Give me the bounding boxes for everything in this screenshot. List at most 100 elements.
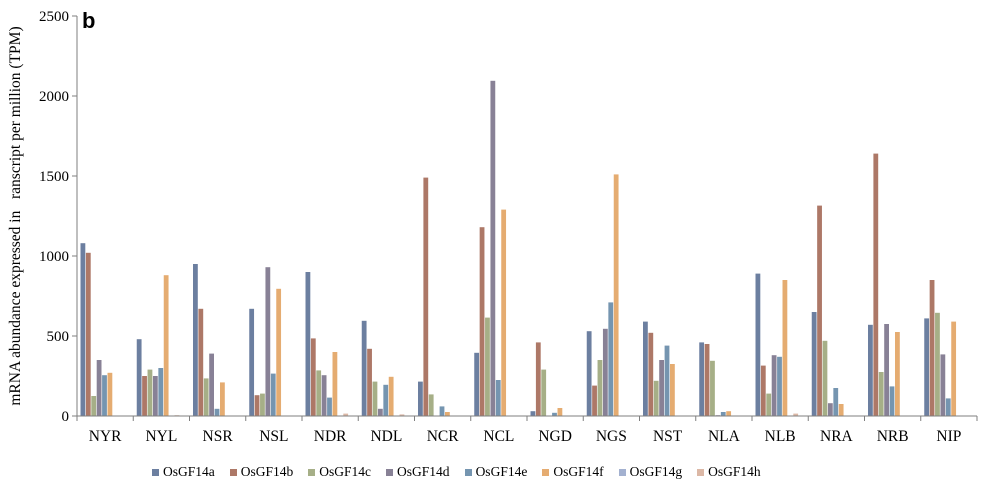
bar: [270, 373, 276, 416]
bar: [535, 342, 541, 416]
bar: [597, 360, 603, 416]
legend-swatch: [152, 468, 159, 476]
legend-label: OsGF14e: [475, 464, 528, 479]
bar: [873, 153, 879, 416]
bar: [343, 413, 349, 416]
x-tick-label: NGS: [596, 428, 627, 445]
bar: [198, 308, 204, 416]
bar: [822, 340, 828, 416]
bar: [490, 80, 496, 417]
bar: [586, 331, 592, 416]
legend-label: OsGF14a: [163, 464, 215, 479]
bar: [260, 393, 265, 416]
bar: [817, 205, 822, 416]
bar: [755, 273, 761, 416]
bar: [203, 378, 209, 416]
bar: [377, 408, 383, 416]
bar: [367, 348, 372, 416]
y-tick-label: 500: [47, 329, 70, 345]
bar: [388, 376, 394, 416]
legend-item: OsGF14a: [152, 464, 215, 480]
bar: [613, 174, 619, 416]
bar: [704, 344, 710, 416]
bar: [670, 364, 675, 416]
bar: [720, 412, 726, 416]
bar: [793, 413, 799, 416]
bar: [321, 375, 327, 416]
x-tick-label: NYL: [145, 428, 177, 445]
bar: [699, 342, 705, 416]
bar: [439, 406, 445, 416]
bar: [501, 209, 507, 416]
legend-label: OsGF14h: [708, 464, 761, 479]
bar: [327, 397, 332, 416]
x-tick-label: NLA: [708, 428, 741, 445]
bar: [209, 353, 214, 416]
x-tick-label: NRB: [877, 428, 909, 445]
bar: [889, 386, 895, 416]
y-tick-label: 1000: [39, 249, 69, 265]
bar: [726, 411, 732, 416]
legend-item: OsGF14d: [386, 464, 450, 480]
legend-swatch: [308, 468, 316, 476]
legend-item: OsGF14h: [697, 464, 761, 480]
bar: [220, 382, 225, 416]
x-tick-label: NSR: [203, 428, 234, 445]
bar: [895, 332, 900, 416]
bar: [147, 369, 153, 416]
legend-label: OsGF14f: [553, 464, 604, 479]
y-tick-label: 2000: [39, 89, 69, 105]
bar: [924, 318, 930, 416]
panel-label: b: [82, 8, 96, 33]
bar: [664, 345, 670, 416]
x-tick-label: NDL: [370, 428, 402, 445]
bar: [811, 312, 817, 416]
bar: [193, 264, 198, 416]
bar: [163, 275, 169, 416]
bar: [80, 243, 86, 416]
bar: [760, 365, 766, 416]
bar: [557, 408, 563, 416]
bar: [552, 412, 557, 416]
y-tick-label: 0: [62, 409, 70, 425]
bar: [399, 414, 405, 416]
bar: [305, 272, 311, 416]
bar: [659, 360, 664, 416]
bar: [771, 355, 777, 416]
bar: [96, 360, 102, 416]
bar: [214, 408, 220, 416]
bar: [777, 356, 782, 416]
bar: [643, 321, 648, 416]
bar: [592, 385, 597, 416]
x-tick-label: NCL: [483, 428, 514, 445]
bar: [445, 412, 450, 416]
y-tick-label: 1500: [39, 169, 69, 185]
bar: [935, 312, 940, 416]
bar: [541, 369, 547, 416]
legend-label: OsGF14c: [319, 464, 372, 479]
bar: [474, 352, 480, 416]
bar: [276, 288, 282, 416]
legend-swatch: [618, 468, 626, 476]
y-axis-title-text: mRNA abundance expressed in ranscript pe…: [7, 26, 24, 406]
legend-item: OsGF14c: [308, 464, 371, 480]
bar: [428, 394, 434, 416]
bar: [418, 381, 423, 416]
bar: [951, 321, 957, 416]
bar: [602, 328, 608, 416]
bar: [372, 381, 378, 416]
bar: [766, 393, 772, 416]
legend-swatch: [464, 468, 472, 476]
legend-swatch: [229, 468, 237, 476]
bar: [485, 317, 490, 416]
legend-label: OsGF14g: [629, 464, 683, 479]
bar: [868, 324, 873, 416]
bar: [929, 280, 935, 416]
bar: [648, 332, 654, 416]
bar: [423, 177, 429, 416]
bar: [653, 380, 659, 416]
bar: [495, 380, 501, 416]
x-tick-label: NRA: [820, 428, 854, 445]
legend-swatch: [542, 468, 550, 476]
